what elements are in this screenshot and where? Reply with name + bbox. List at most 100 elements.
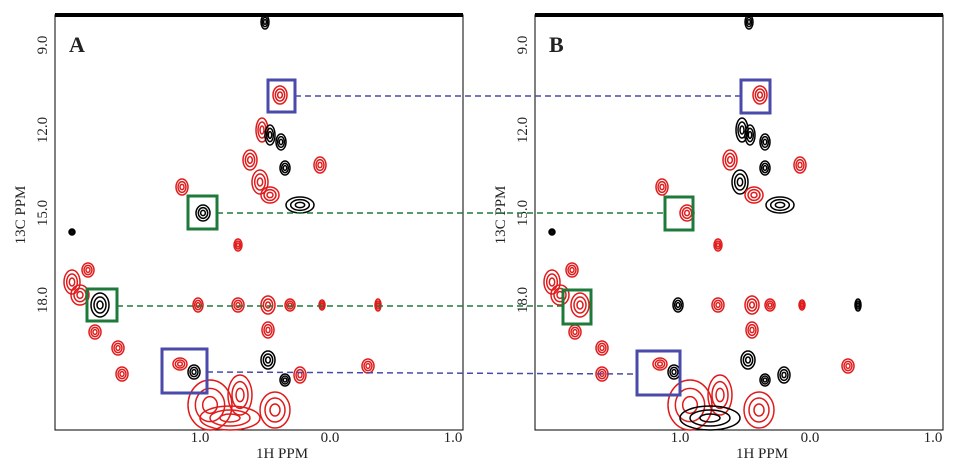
peak-contour: [233, 238, 243, 252]
highlight-boxes: [117, 95, 741, 375]
peak-contour: [655, 178, 669, 196]
peak-contour: [262, 353, 274, 367]
peak-contour: [261, 16, 269, 28]
peak-contour: [187, 379, 233, 431]
peak-contour: [793, 156, 807, 174]
peak-contour: [753, 403, 765, 417]
peak-contour: [251, 169, 269, 195]
x-tick-label: 1.0: [444, 430, 463, 446]
x-tick-label: 1.0: [671, 430, 690, 446]
peak-contour: [280, 162, 290, 174]
peak-contour: [276, 91, 284, 99]
peak-contour: [715, 301, 721, 309]
peak-contour: [70, 284, 90, 306]
peak-contour: [742, 353, 754, 367]
peak-contour: [733, 173, 747, 191]
peak-contour: [745, 16, 753, 28]
peak-contour: [699, 413, 721, 423]
peak-contour: [739, 125, 745, 135]
peak-contour: [259, 125, 265, 135]
highlight-box: [160, 347, 209, 395]
peak-contour: [744, 124, 756, 146]
peak-contour: [69, 229, 75, 235]
peak-contour: [231, 297, 245, 313]
peak-contour: [760, 135, 770, 149]
peak-contour: [68, 228, 76, 236]
peak-contour: [548, 277, 556, 287]
peak-contour: [265, 127, 275, 143]
peak-contour: [293, 366, 307, 384]
peak-contour: [194, 387, 226, 423]
peak-contour: [749, 326, 755, 334]
peak-contour: [800, 302, 804, 308]
peak-contour: [656, 361, 664, 367]
peak-contour: [855, 300, 861, 310]
peak-contour: [570, 326, 580, 338]
peak-contour: [187, 364, 201, 380]
panel-label: B: [549, 32, 564, 57]
peak-contour: [259, 391, 291, 429]
peak-contour: [267, 130, 273, 140]
peak-contour: [279, 160, 291, 176]
peak-contour: [545, 273, 559, 291]
highlight-box: [85, 287, 119, 323]
plot-area: [54, 14, 464, 431]
peak-contour: [572, 328, 578, 336]
peak-contour: [683, 209, 691, 217]
peak-contour: [260, 295, 276, 315]
peak-contour: [748, 397, 770, 423]
peak-contour: [263, 323, 273, 337]
peak-contour: [667, 379, 713, 431]
peak-contour: [374, 298, 382, 312]
peak-contour: [265, 326, 271, 334]
peak-contour: [63, 269, 81, 295]
peak-contour: [113, 342, 123, 354]
peak-contour: [745, 127, 755, 143]
peak-contour: [88, 324, 102, 340]
peak-contour: [262, 298, 274, 312]
peak-contour: [781, 371, 787, 379]
x-axis-label: 1H PPM: [256, 446, 308, 462]
peak-contour: [762, 138, 768, 146]
peak-contour: [376, 302, 380, 308]
peak-contour: [747, 130, 753, 140]
peak-contour: [209, 409, 251, 427]
peak-contour: [363, 360, 373, 372]
peak-contour: [269, 403, 281, 417]
peak-contour: [774, 201, 786, 209]
highlight-box: [186, 194, 219, 231]
peak-contour: [264, 356, 272, 364]
peak-contour: [115, 366, 129, 382]
peak-contour: [179, 183, 185, 191]
peak-contour: [176, 361, 184, 367]
peak-contour: [657, 180, 667, 194]
peak-contour: [754, 88, 766, 102]
peak-contour: [760, 375, 770, 385]
peak-contour: [318, 299, 326, 311]
x-tick-label: 1.0: [924, 430, 943, 446]
peak-contour: [669, 366, 679, 378]
peak-contour: [745, 321, 759, 339]
peak-contour: [550, 230, 554, 234]
peak-contour: [756, 91, 764, 99]
peak-contour: [227, 374, 253, 416]
peak-contour: [762, 164, 768, 172]
peak-contour: [681, 206, 693, 220]
peak-contour: [713, 238, 723, 252]
peak-contour: [278, 138, 284, 146]
peak-contour: [235, 387, 245, 403]
peak-contour: [673, 299, 683, 311]
peak-contour: [711, 380, 729, 410]
peak-contour: [671, 368, 677, 376]
peak-contour: [854, 298, 862, 312]
peak-contour: [174, 359, 186, 369]
peak-contour: [90, 292, 110, 318]
peak-contour: [246, 155, 254, 165]
peak-contour: [654, 359, 666, 369]
peak-contour: [263, 188, 277, 202]
peak-contour: [599, 344, 605, 352]
y-tick-label: 9.0: [35, 36, 51, 55]
connector: [206, 371, 638, 375]
y-tick-label: 18.0: [35, 287, 51, 313]
peak-contour: [750, 191, 758, 199]
